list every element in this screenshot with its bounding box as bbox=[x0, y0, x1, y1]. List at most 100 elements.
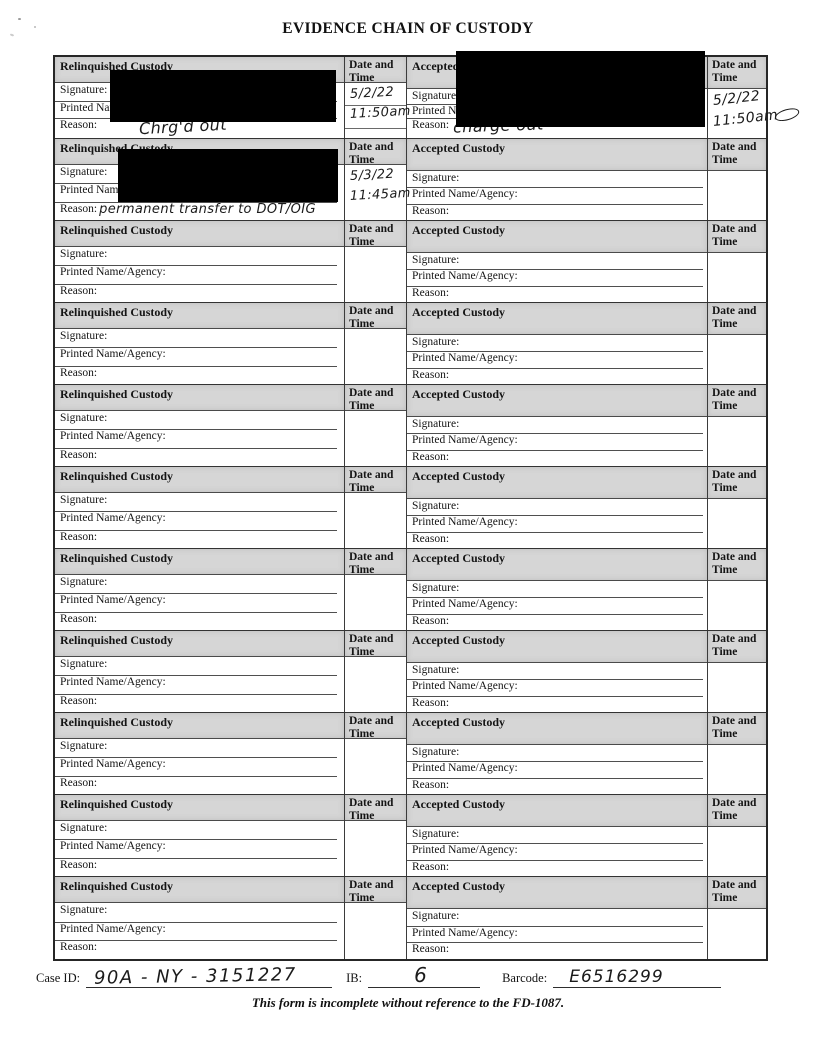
handwritten-time bbox=[350, 574, 405, 577]
accepted-date-time-column: Date and Time bbox=[708, 467, 766, 548]
accepted-custody-label: Accepted Custody bbox=[412, 387, 505, 401]
relinquished-custody-header: Relinquished Custody bbox=[55, 221, 344, 247]
date-time-label: Date and Time bbox=[349, 305, 394, 330]
accepted-signature-field: Signature: bbox=[407, 499, 707, 517]
relinquished-reason-field: Reason: bbox=[55, 366, 344, 384]
accepted-custody-label: Accepted Custody bbox=[412, 305, 505, 319]
printed-name-label: Printed Name/Agency: bbox=[412, 844, 518, 857]
custody-block: Relinquished Custody Signature: Printed … bbox=[55, 549, 766, 631]
relinquished-signature-field: Signature: bbox=[55, 821, 344, 841]
accepted-printed-name-field: Printed Name/Agency: bbox=[407, 351, 707, 370]
relinquished-printed-name-field: Printed Name/Agency: bbox=[55, 675, 344, 696]
date-time-label: Date and Time bbox=[712, 469, 757, 494]
date-time-label: Date and Time bbox=[712, 715, 757, 740]
reason-label: Reason: bbox=[60, 119, 98, 131]
accepted-column: Accepted Custody Signature: Printed Name… bbox=[407, 385, 708, 466]
relinquished-reason-field: Reason: bbox=[55, 776, 344, 794]
relinquished-date-time-field: 5/2/22 11:50am bbox=[345, 83, 411, 138]
handwritten-date bbox=[350, 738, 405, 741]
accepted-date-time-column: Date and Time bbox=[708, 139, 766, 220]
handwritten-time bbox=[350, 738, 405, 741]
date-time-header: Date and Time bbox=[345, 385, 406, 412]
accepted-reason-field: Reason: bbox=[407, 532, 707, 548]
reason-label: Reason: bbox=[60, 858, 98, 871]
relinquished-signature-field: Signature: bbox=[55, 329, 344, 349]
relinquished-date-time-column: Date and Time 5/2/22 11:50am bbox=[345, 57, 411, 138]
relinquished-date-time-column: Date and Time 5/3/22 11:45am bbox=[345, 139, 411, 220]
relinquished-printed-name-field: Printed Name/Agency: bbox=[55, 839, 344, 860]
printed-name-label: Printed Name/Agency: bbox=[60, 430, 166, 443]
accepted-custody-label: Accepted Custody bbox=[412, 633, 505, 647]
relinquished-column: Relinquished Custody Signature: Printed … bbox=[55, 631, 345, 712]
printed-name-label: Printed Name/Agency: bbox=[60, 840, 166, 853]
handwritten-date bbox=[350, 328, 405, 331]
signature-label: Signature: bbox=[412, 582, 460, 594]
accepted-reason-field: Reason: bbox=[407, 942, 707, 959]
accepted-custody-header: Accepted Custody bbox=[407, 139, 707, 171]
relinquished-custody-label: Relinquished Custody bbox=[60, 797, 174, 811]
printed-name-label: Printed Name/Agency: bbox=[60, 922, 166, 935]
accepted-signature-field: Signature: bbox=[407, 171, 707, 189]
relinquished-date-time-field bbox=[345, 821, 406, 876]
printed-name-label: Printed Name/Agency: bbox=[412, 270, 518, 283]
printed-name-label: Printed Name/Agency: bbox=[60, 512, 166, 525]
reason-label: Reason: bbox=[412, 860, 450, 873]
date-time-header: Date and Time bbox=[708, 385, 766, 417]
date-time-label: Date and Time bbox=[349, 797, 394, 822]
accepted-date-time-field: 5/2/22 11:50am bbox=[708, 88, 801, 138]
reason-label: Reason: bbox=[60, 694, 98, 707]
accepted-custody-header: Accepted Custody bbox=[407, 303, 707, 335]
accepted-reason-field: Reason: bbox=[407, 778, 707, 794]
reason-label: Reason: bbox=[60, 202, 98, 215]
accepted-reason-field: Reason: bbox=[407, 696, 707, 712]
signature-label: Signature: bbox=[60, 576, 108, 588]
accepted-date-time-field bbox=[708, 253, 766, 302]
date-time-header: Date and Time bbox=[708, 795, 766, 827]
relinquished-signature-field: Signature: bbox=[55, 411, 344, 431]
relinquished-signature-field: Signature: bbox=[55, 493, 344, 513]
accepted-date-time-field bbox=[708, 581, 766, 630]
accepted-custody-label: Accepted Custody bbox=[412, 715, 505, 729]
pen-flourish bbox=[773, 105, 801, 123]
relinquished-date-time-column: Date and Time bbox=[345, 795, 407, 876]
accepted-signature-field: Signature: bbox=[407, 253, 707, 271]
date-time-label: Date and Time bbox=[349, 715, 394, 740]
relinquished-reason-field: Reason: bbox=[55, 448, 344, 466]
relinquished-column: Relinquished Custody Signature: Printed … bbox=[55, 713, 345, 794]
reason-label: Reason: bbox=[412, 204, 450, 217]
date-time-label: Date and Time bbox=[349, 141, 394, 166]
accepted-reason-field: Reason: bbox=[407, 286, 707, 302]
relinquished-column: Relinquished Custody Signature: Printed … bbox=[55, 303, 345, 384]
accepted-date-time-field bbox=[708, 171, 766, 220]
date-time-header: Date and Time bbox=[345, 877, 406, 904]
relinquished-printed-name-field: Printed Name/Agency: bbox=[55, 757, 344, 778]
relinquished-custody-header: Relinquished Custody bbox=[55, 713, 344, 739]
date-time-label: Date and Time bbox=[712, 797, 757, 822]
relinquished-reason-field: Reason: bbox=[55, 530, 344, 548]
signature-label: Signature: bbox=[412, 254, 460, 266]
scan-artifact bbox=[18, 18, 21, 20]
reason-label: Reason: bbox=[60, 284, 98, 297]
redaction-box bbox=[456, 51, 705, 127]
date-time-header: Date and Time bbox=[708, 467, 766, 499]
accepted-signature-field: Signature: bbox=[407, 909, 707, 927]
relinquished-date-time-field bbox=[345, 493, 406, 548]
handwritten-date bbox=[350, 574, 405, 577]
accepted-date-time-field bbox=[708, 827, 766, 876]
relinquished-date-time-column: Date and Time bbox=[345, 713, 407, 794]
reason-label: Reason: bbox=[412, 119, 450, 131]
accepted-date-time-field bbox=[708, 663, 766, 712]
relinquished-column: Relinquished Custody Signature: Printed … bbox=[55, 795, 345, 876]
relinquished-date-time-field bbox=[345, 903, 406, 959]
form-title: EVIDENCE CHAIN OF CUSTODY bbox=[282, 20, 534, 37]
accepted-printed-name-field: Printed Name/Agency: bbox=[407, 187, 707, 206]
relinquished-date-time-column: Date and Time bbox=[345, 877, 407, 959]
date-time-label: Date and Time bbox=[349, 633, 394, 658]
relinquished-custody-header: Relinquished Custody bbox=[55, 631, 344, 657]
relinquished-custody-label: Relinquished Custody bbox=[60, 879, 174, 893]
handwritten-date bbox=[350, 246, 405, 249]
printed-name-label: Printed Name/Agency: bbox=[412, 926, 518, 939]
accepted-signature-field: Signature: bbox=[407, 745, 707, 763]
accepted-column: Accepted Custody Signature: Printed Name… bbox=[407, 877, 708, 959]
relinquished-date-time-column: Date and Time bbox=[345, 385, 407, 466]
